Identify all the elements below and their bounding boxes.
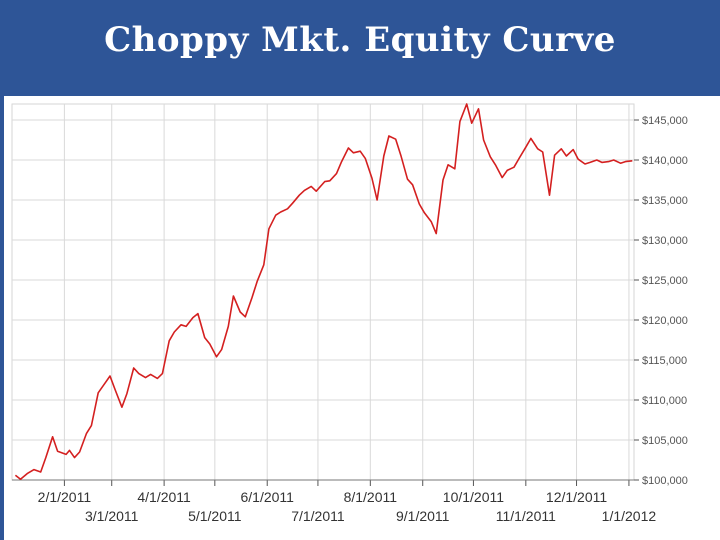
y-tick-label: $140,000 (642, 155, 688, 167)
x-tick-label: 3/1/2011 (85, 508, 139, 524)
y-tick-label: $145,000 (642, 115, 688, 127)
grid-lines (11, 103, 635, 481)
y-tick-label: $110,000 (642, 395, 687, 407)
x-axis: 2/1/2011 3/1/2011 4/1/2011 5/1/2011 6/1/2011… (12, 479, 657, 524)
y-tick-label: $130,000 (642, 235, 688, 247)
title-banner: Choppy Mkt. Equity Curve (0, 0, 720, 96)
y-tick-label: $125,000 (642, 275, 688, 287)
x-tick-label: 6/1/2011 (240, 489, 294, 505)
x-tick-label: 8/1/2011 (344, 489, 398, 505)
x-tick-label: 2/1/2011 (38, 489, 92, 505)
x-tick-label: 1/1/2012 (602, 508, 657, 524)
y-tick-label: $100,000 (642, 475, 688, 487)
equity-curve-chart: 2/1/2011 3/1/2011 4/1/2011 5/1/2011 6/1/2011… (11, 103, 688, 524)
x-tick-label: 11/1/2011 (496, 508, 556, 524)
y-tick-label: $135,000 (642, 195, 688, 207)
x-tick-label: 12/1/2011 (546, 489, 607, 505)
x-tick-label: 4/1/2011 (137, 489, 191, 505)
y-tick-label: $105,000 (642, 435, 688, 447)
series-line-equity (14, 103, 633, 481)
y-tick-label: $115,000 (642, 355, 687, 367)
page-title: Choppy Mkt. Equity Curve (104, 20, 616, 60)
y-tick-label: $120,000 (642, 315, 688, 327)
x-tick-label: 7/1/2011 (291, 508, 345, 524)
x-tick-label: 5/1/2011 (188, 508, 242, 524)
x-tick-label: 9/1/2011 (396, 508, 450, 524)
chart-panel: 2/1/2011 3/1/2011 4/1/2011 5/1/2011 6/1/2011… (4, 96, 720, 540)
x-tick-label: 10/1/2011 (443, 489, 504, 505)
y-axis: $100,000 $105,000 $110,000 $115,000 $120,000… (634, 115, 688, 487)
